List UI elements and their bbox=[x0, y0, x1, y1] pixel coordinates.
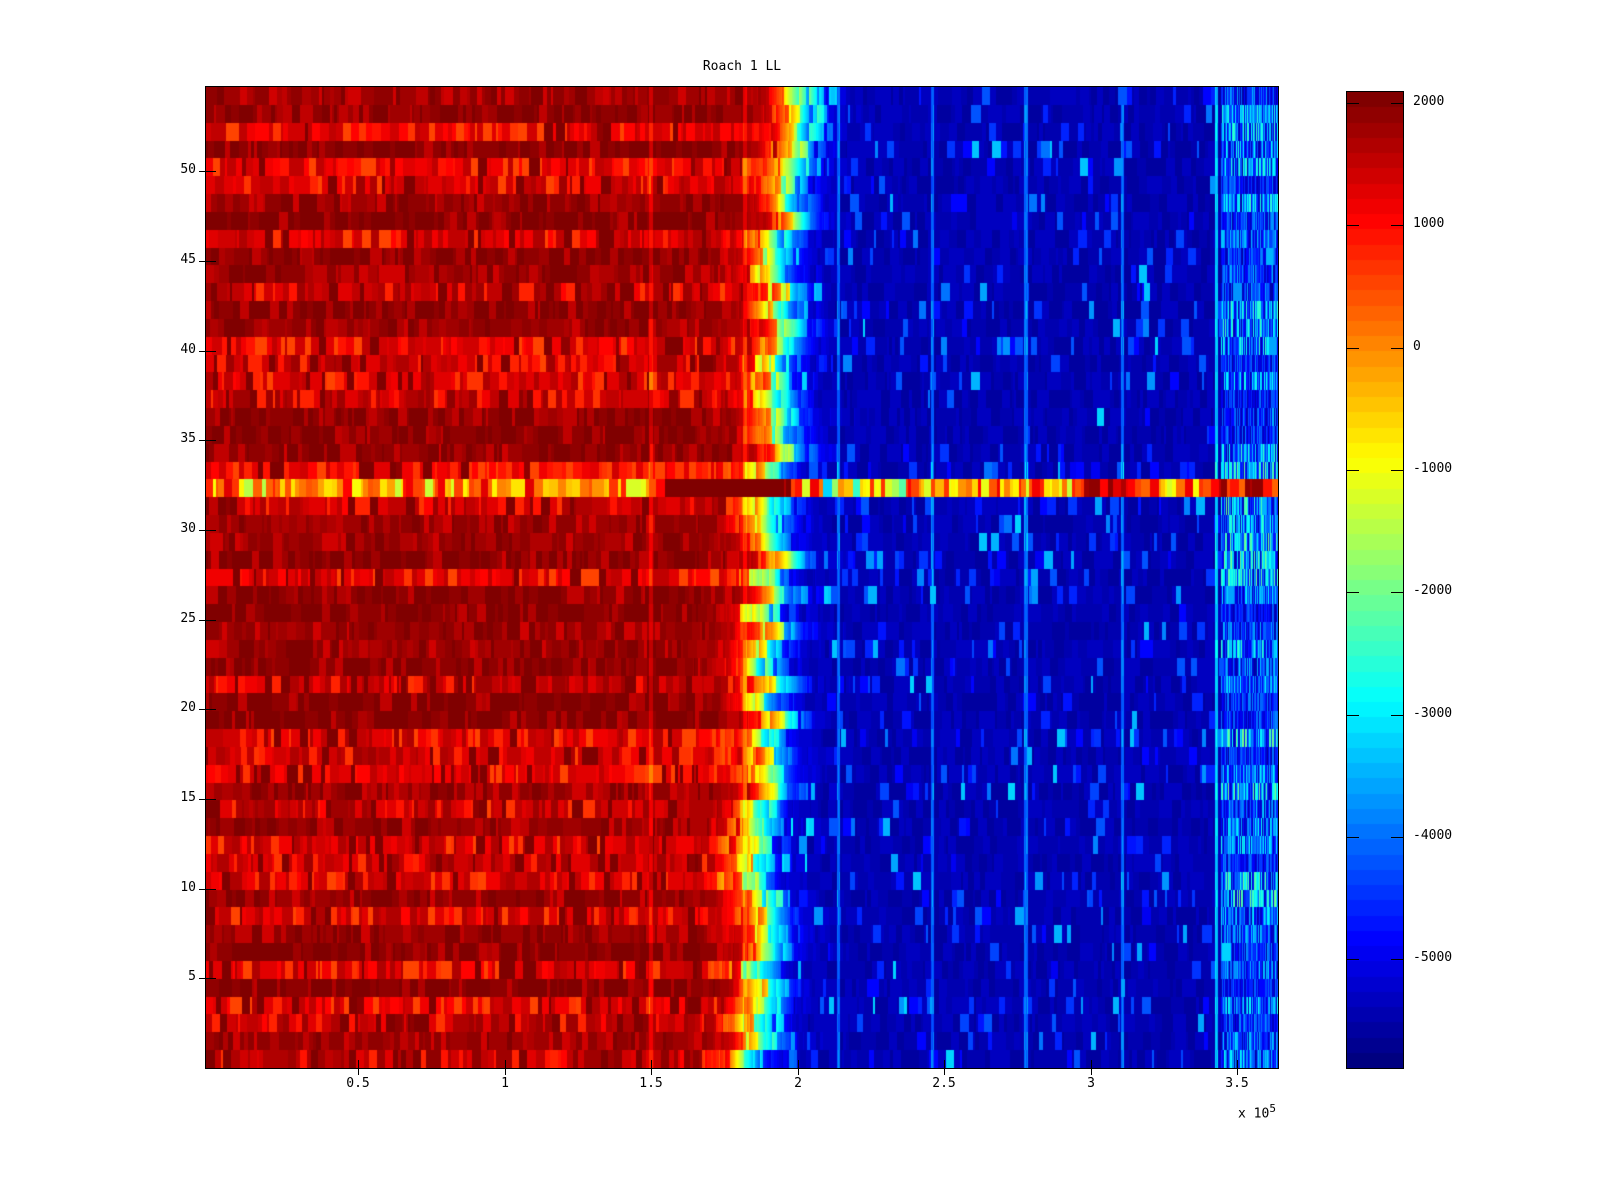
colorbar-canvas bbox=[1347, 92, 1403, 1068]
colorbar-tick-right bbox=[1391, 715, 1403, 716]
colorbar-tick-left bbox=[1347, 959, 1359, 960]
colorbar-tick-right bbox=[1391, 837, 1403, 838]
y-tick-outside bbox=[199, 440, 205, 441]
y-tick-inside bbox=[206, 709, 216, 710]
y-tick-outside bbox=[199, 889, 205, 890]
colorbar-tick-label: -5000 bbox=[1413, 950, 1453, 965]
colorbar-tick-label: -4000 bbox=[1413, 828, 1453, 843]
colorbar-tick-left bbox=[1347, 715, 1359, 716]
x-axis-exponent-value: 5 bbox=[1269, 1102, 1276, 1115]
y-tick-outside bbox=[199, 351, 205, 352]
colorbar-tick-left bbox=[1347, 837, 1359, 838]
y-tick-outside bbox=[199, 799, 205, 800]
colorbar-tick-left bbox=[1347, 592, 1359, 593]
colorbar-tick-right bbox=[1391, 592, 1403, 593]
y-tick-inside bbox=[206, 530, 216, 531]
y-tick-label: 30 bbox=[180, 521, 196, 536]
colorbar-tick-right bbox=[1391, 348, 1403, 349]
x-axis-exponent-prefix: x 10 bbox=[1238, 1106, 1270, 1122]
y-tick-outside bbox=[199, 530, 205, 531]
x-tick-label: 3.5 bbox=[1225, 1076, 1249, 1091]
colorbar-tick-label: -2000 bbox=[1413, 583, 1453, 598]
y-tick-inside bbox=[206, 351, 216, 352]
x-tick-label: 2.5 bbox=[932, 1076, 956, 1091]
y-tick-outside bbox=[199, 261, 205, 262]
x-tick-inside bbox=[1237, 1060, 1238, 1068]
y-tick-inside bbox=[206, 620, 216, 621]
y-tick-inside bbox=[206, 799, 216, 800]
colorbar-tick-left bbox=[1347, 348, 1359, 349]
heatmap-plot-area bbox=[205, 86, 1279, 1069]
x-tick-outside bbox=[358, 1069, 359, 1075]
y-tick-label: 10 bbox=[180, 880, 196, 895]
y-tick-label: 50 bbox=[180, 162, 196, 177]
x-tick-inside bbox=[1091, 1060, 1092, 1068]
y-tick-outside bbox=[199, 709, 205, 710]
y-tick-outside bbox=[199, 978, 205, 979]
colorbar-tick-label: -1000 bbox=[1413, 461, 1453, 476]
y-tick-inside bbox=[206, 440, 216, 441]
y-tick-inside bbox=[206, 889, 216, 890]
colorbar-tick-label: 2000 bbox=[1413, 94, 1445, 109]
y-tick-label: 35 bbox=[180, 431, 196, 446]
x-tick-label: 2 bbox=[794, 1076, 802, 1091]
x-tick-outside bbox=[944, 1069, 945, 1075]
y-tick-label: 15 bbox=[180, 790, 196, 805]
heatmap-canvas bbox=[206, 87, 1278, 1068]
y-tick-label: 25 bbox=[180, 611, 196, 626]
x-tick-inside bbox=[798, 1060, 799, 1068]
colorbar-tick-right bbox=[1391, 959, 1403, 960]
colorbar-tick-right bbox=[1391, 470, 1403, 471]
y-tick-label: 40 bbox=[180, 342, 196, 357]
colorbar bbox=[1346, 91, 1404, 1069]
y-tick-inside bbox=[206, 978, 216, 979]
x-tick-outside bbox=[651, 1069, 652, 1075]
x-tick-inside bbox=[944, 1060, 945, 1068]
y-tick-outside bbox=[199, 171, 205, 172]
y-tick-inside bbox=[206, 171, 216, 172]
x-tick-label: 1 bbox=[501, 1076, 509, 1091]
x-tick-outside bbox=[1237, 1069, 1238, 1075]
x-tick-inside bbox=[358, 1060, 359, 1068]
y-tick-label: 20 bbox=[180, 700, 196, 715]
colorbar-tick-right bbox=[1391, 225, 1403, 226]
x-axis-exponent-label: x 105 bbox=[1238, 1102, 1276, 1121]
x-tick-inside bbox=[505, 1060, 506, 1068]
x-tick-outside bbox=[1091, 1069, 1092, 1075]
y-tick-inside bbox=[206, 261, 216, 262]
colorbar-tick-label: 1000 bbox=[1413, 216, 1445, 231]
colorbar-tick-left bbox=[1347, 225, 1359, 226]
colorbar-tick-left bbox=[1347, 103, 1359, 104]
colorbar-tick-label: 0 bbox=[1413, 339, 1421, 354]
y-tick-label: 45 bbox=[180, 252, 196, 267]
x-tick-label: 3 bbox=[1087, 1076, 1095, 1091]
y-tick-outside bbox=[199, 620, 205, 621]
plot-title: Roach 1 LL bbox=[702, 59, 782, 74]
x-tick-label: 0.5 bbox=[346, 1076, 370, 1091]
x-tick-outside bbox=[798, 1069, 799, 1075]
x-tick-inside bbox=[651, 1060, 652, 1068]
x-tick-label: 1.5 bbox=[639, 1076, 663, 1091]
x-tick-outside bbox=[505, 1069, 506, 1075]
colorbar-tick-label: -3000 bbox=[1413, 706, 1453, 721]
y-tick-label: 5 bbox=[188, 969, 196, 984]
colorbar-tick-right bbox=[1391, 103, 1403, 104]
colorbar-tick-left bbox=[1347, 470, 1359, 471]
